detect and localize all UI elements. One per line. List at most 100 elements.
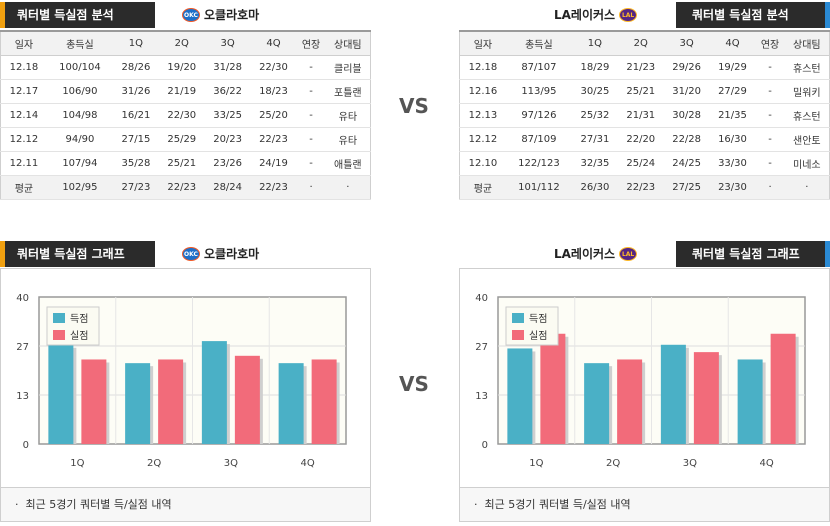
table-cell: 25/24	[617, 151, 664, 176]
table-cell: 21/31	[617, 103, 664, 128]
table-cell: 샌안토	[784, 127, 830, 152]
okc-logo-icon: OKC	[182, 247, 200, 261]
bar	[660, 344, 686, 444]
table-cell: 12.18	[0, 55, 47, 80]
table-cell: 유타	[325, 103, 371, 128]
table-cell: -	[755, 79, 785, 104]
table-row: 12.14 104/98 16/21 22/30 33/25 25/20- 유타	[0, 103, 371, 128]
bar	[737, 359, 763, 444]
legend-label: 득점	[70, 313, 88, 325]
column-header: 2Q	[617, 31, 664, 56]
left-team-name-block-2: OKC 오클라호마	[182, 241, 259, 267]
right-table-header: 쿼터별 득실점 분석	[676, 2, 830, 28]
table-row: 12.12 87/109 27/31 22/20 22/28 16/30- 샌안토	[459, 127, 830, 152]
column-header: 3Q	[663, 31, 710, 56]
table-cell: 122/123	[505, 151, 572, 176]
legend-swatch	[512, 313, 524, 323]
table-cell: 87/107	[505, 55, 572, 80]
average-cell: ·	[296, 175, 326, 200]
bar	[693, 352, 719, 444]
table-row: 12.10 122/123 32/35 25/24 24/25 33/30- 미네소	[459, 151, 830, 176]
table-cell: 22/28	[663, 127, 710, 152]
table-cell: 31/28	[204, 55, 251, 80]
x-tick-label: 3Q	[683, 458, 697, 469]
table-cell: 107/94	[46, 151, 113, 176]
left-chart-header: 쿼터별 득실점 그래프	[0, 241, 155, 267]
table-header-row: 일자 총득실 1Q 2Q 3Q 4Q 연장 상대팀	[459, 31, 830, 56]
x-tick-label: 2Q	[606, 458, 620, 469]
table-header-row: 일자 총득실 1Q 2Q 3Q 4Q 연장 상대팀	[0, 31, 371, 56]
table-cell: 12.13	[459, 103, 506, 128]
table-cell: 18/23	[250, 79, 297, 104]
table-row: 12.13 97/126 25/32 21/31 30/28 21/35- 휴스턴	[459, 103, 830, 128]
table-cell: 29/26	[663, 55, 710, 80]
column-header: 상대팀	[325, 31, 371, 56]
table-cell: 애틀랜	[325, 151, 371, 176]
table-cell: 12.16	[459, 79, 506, 104]
column-header: 일자	[0, 31, 47, 56]
legend-label: 실점	[70, 330, 88, 342]
right-team-name-block: LA레이커스 LAL	[554, 2, 638, 28]
table-cell: 24/25	[663, 151, 710, 176]
table-cell: 104/98	[46, 103, 113, 128]
table-cell: 25/32	[571, 103, 618, 128]
legend-swatch	[512, 330, 524, 340]
bar	[234, 355, 260, 444]
bar	[770, 333, 796, 444]
x-tick-label: 3Q	[224, 458, 238, 469]
table-cell: -	[296, 79, 326, 104]
legend-swatch	[53, 313, 65, 323]
table-cell: 94/90	[46, 127, 113, 152]
right-team-name: LA레이커스	[554, 8, 616, 22]
table-cell: 25/21	[158, 151, 205, 176]
table-cell: 유타	[325, 127, 371, 152]
column-header: 3Q	[204, 31, 251, 56]
column-header: 상대팀	[784, 31, 830, 56]
x-tick-label: 4Q	[760, 458, 774, 469]
average-cell: 27/23	[112, 175, 159, 200]
left-chart-title: 쿼터별 득실점 그래프	[17, 247, 125, 261]
y-tick-label: 0	[23, 440, 29, 451]
table-cell: 포틀랜	[325, 79, 371, 104]
table-cell: 35/28	[112, 151, 159, 176]
table-row: 12.16 113/95 30/25 25/21 31/20 27/29- 밀워키	[459, 79, 830, 104]
column-header: 총득실	[46, 31, 113, 56]
bar	[617, 359, 643, 444]
average-cell: 27/25	[663, 175, 710, 200]
average-cell: 22/23	[617, 175, 664, 200]
table-cell: 25/21	[617, 79, 664, 104]
table-cell: 12.14	[0, 103, 47, 128]
right-team-name: LA레이커스	[554, 247, 616, 261]
bar	[48, 344, 74, 444]
average-cell: 101/112	[505, 175, 572, 200]
y-tick-label: 27	[16, 342, 29, 353]
table-row: 12.18 100/104 28/26 19/20 31/28 22/30- 클리블	[0, 55, 371, 80]
left-footnote-text: 최근 5경기 쿼터별 득/실점 내역	[25, 498, 172, 511]
column-header: 4Q	[250, 31, 297, 56]
table-cell: 16/21	[112, 103, 159, 128]
table-cell: 22/20	[617, 127, 664, 152]
table-cell: -	[755, 127, 785, 152]
table-cell: 106/90	[46, 79, 113, 104]
column-header: 4Q	[709, 31, 756, 56]
left-table-title: 쿼터별 득실점 분석	[17, 8, 114, 22]
x-tick-label: 2Q	[147, 458, 161, 469]
table-cell: 20/23	[204, 127, 251, 152]
right-chart-header: 쿼터별 득실점 그래프	[676, 241, 830, 267]
lakers-logo-icon: LAL	[619, 8, 638, 22]
okc-logo-icon: OKC	[182, 8, 200, 22]
y-tick-label: 0	[482, 440, 488, 451]
table-cell: 32/35	[571, 151, 618, 176]
bar	[540, 333, 566, 444]
bar	[507, 348, 533, 444]
table-cell: 24/19	[250, 151, 297, 176]
average-row: 평균 102/95 27/23 22/23 28/24 22/23 · ·	[0, 175, 371, 200]
table-cell: -	[296, 151, 326, 176]
right-footnote: · 최근 5경기 쿼터별 득/실점 내역	[459, 488, 830, 522]
table-cell: 19/20	[158, 55, 205, 80]
table-cell: 12.10	[459, 151, 506, 176]
table-cell: -	[296, 55, 326, 80]
